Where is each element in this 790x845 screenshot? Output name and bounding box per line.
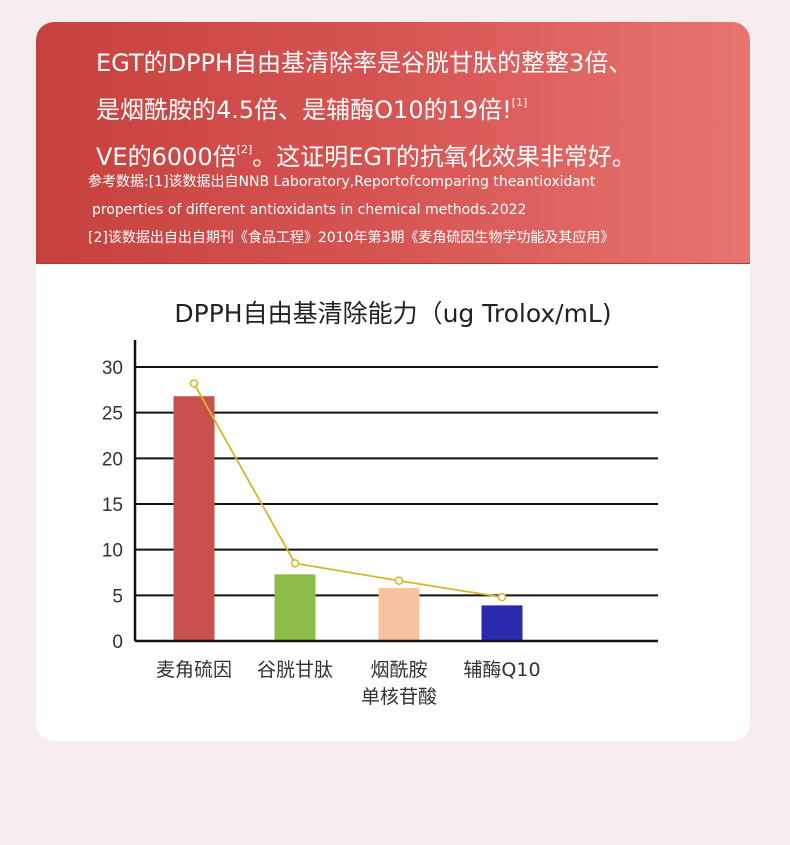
trend-marker	[189, 379, 199, 388]
x-category-label: 辅酶Q10	[463, 659, 540, 681]
content-card: EGT的DPPH自由基清除率是谷胱甘肽的整整3倍、 是烟酰胺的4.5倍、是辅酶O…	[36, 22, 750, 741]
chart-title: DPPH自由基清除能力（ug Trolox/mL)	[174, 299, 612, 328]
headline-line-2-text: 是烟酰胺的4.5倍、是辅酶O10的19倍!	[96, 96, 512, 124]
citation-1: [1]	[511, 96, 528, 109]
x-category-label: 烟酰胺	[370, 659, 427, 681]
y-tick-label: 25	[102, 404, 123, 425]
y-tick-label: 20	[102, 449, 123, 470]
bar	[481, 605, 523, 641]
trend-marker	[497, 592, 507, 602]
headline: EGT的DPPH自由基清除率是谷胱甘肽的整整3倍、 是烟酰胺的4.5倍、是辅酶O…	[96, 44, 736, 177]
reference-line-3: [2]该数据出自出自期刊《食品工程》2010年第3期《麦角硫因生物学功能及其应用…	[88, 230, 615, 246]
x-category-label: 单核苷酸	[361, 686, 437, 708]
y-tick-label: 0	[112, 632, 123, 653]
x-category-label: 麦角硫因	[156, 659, 232, 681]
trend-line	[193, 382, 503, 599]
trend-marker	[394, 576, 404, 585]
trend-marker	[290, 559, 300, 568]
y-tick-label: 15	[102, 495, 123, 516]
headline-line-2: 是烟酰胺的4.5倍、是辅酶O10的19倍![1]	[96, 83, 736, 130]
bar	[274, 574, 316, 641]
y-tick-label: 10	[102, 541, 123, 562]
y-tick-label: 5	[112, 586, 123, 607]
reference-line-1: 参考数据:[1]该数据出自NNB Laboratory,Reportofcomp…	[88, 174, 596, 190]
reference-line-2: properties of different antioxidants in …	[92, 202, 527, 218]
references: 参考数据:[1]该数据出自NNB Laboratory,Reportofcomp…	[88, 168, 748, 252]
headline-line-3: VE的6000倍[2]。这证明EGT的抗氧化效果非常好。	[96, 130, 736, 177]
header-banner: EGT的DPPH自由基清除率是谷胱甘肽的整整3倍、 是烟酰胺的4.5倍、是辅酶O…	[36, 22, 750, 264]
x-category-label: 谷胱甘肽	[257, 659, 333, 681]
citation-2: [2]	[236, 143, 253, 156]
bar	[173, 396, 215, 641]
headline-line-1: EGT的DPPH自由基清除率是谷胱甘肽的整整3倍、	[96, 49, 633, 77]
y-tick-label: 30	[102, 358, 123, 379]
bar	[378, 588, 420, 641]
headline-line-3-text-a: VE的6000倍	[96, 143, 237, 171]
headline-line-3-text-b: 。这证明EGT的抗氧化效果非常好。	[252, 143, 636, 171]
